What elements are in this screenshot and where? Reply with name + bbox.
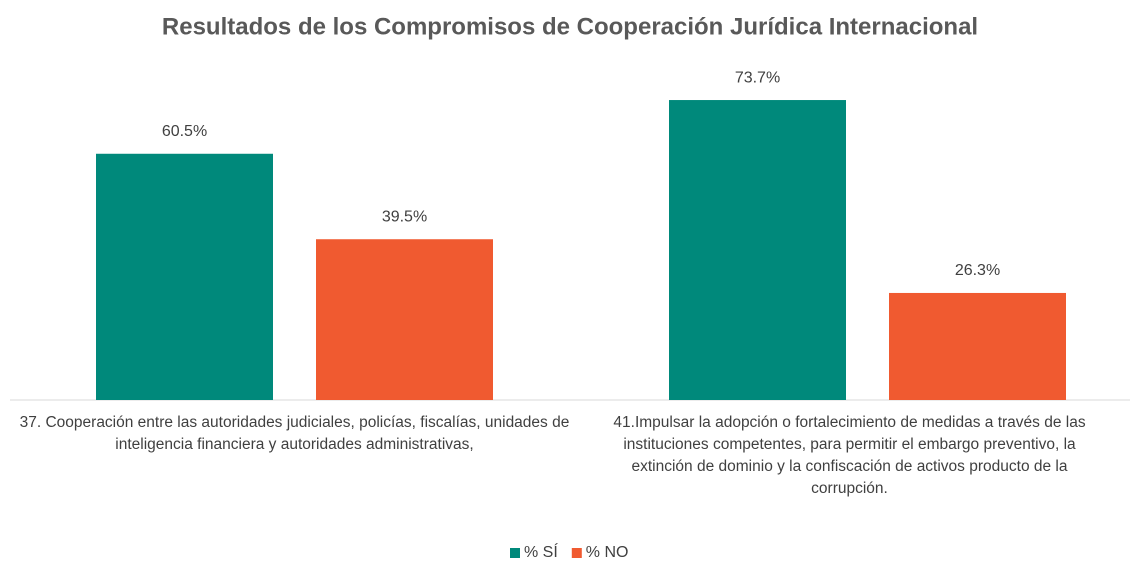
bar xyxy=(669,100,846,400)
x-tick-label: 41.Impulsar la adopción o fortalecimient… xyxy=(613,414,1086,497)
legend-swatch xyxy=(571,548,582,558)
bar xyxy=(96,153,273,400)
data-label: 26.3% xyxy=(955,262,1000,279)
bar xyxy=(889,292,1066,400)
data-label: 39.5% xyxy=(382,208,427,225)
legend-swatch xyxy=(510,548,520,558)
data-label: 73.7% xyxy=(735,69,780,86)
data-label: 60.5% xyxy=(162,123,207,140)
chart-title: Resultados de los Compromisos de Coopera… xyxy=(162,13,978,40)
bar xyxy=(316,239,493,400)
legend-label: % SÍ xyxy=(524,542,558,561)
x-tick-label: 37. Cooperación entre las autoridades ju… xyxy=(19,414,570,453)
legend-label: % NO xyxy=(586,544,629,561)
